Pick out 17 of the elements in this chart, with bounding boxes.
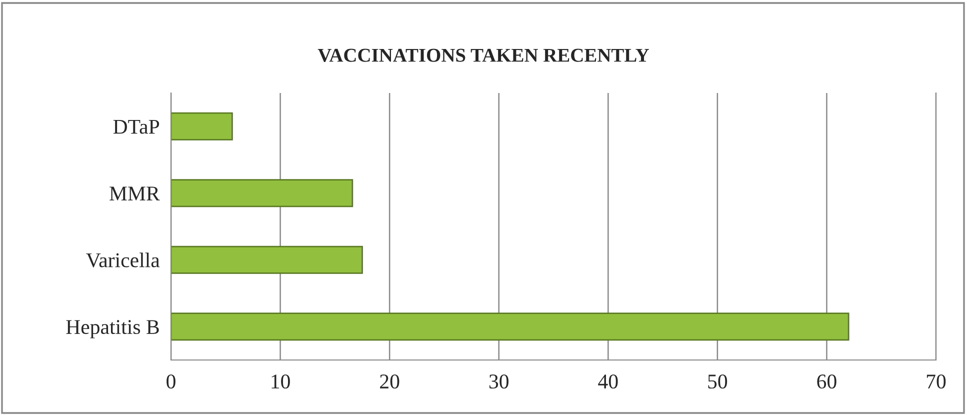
bar xyxy=(171,179,354,208)
bar xyxy=(171,312,850,341)
y-tick-label: Hepatitis B xyxy=(66,320,159,338)
x-tick-label: 70 xyxy=(926,374,946,389)
x-tick-label: 30 xyxy=(489,374,508,389)
chart-title: VACCINATIONS TAKEN RECENTLY xyxy=(318,48,650,62)
x-tick-label: 0 xyxy=(166,374,176,389)
x-tick-label: 60 xyxy=(817,374,836,389)
x-tick-label: 40 xyxy=(598,374,618,389)
y-tick-label: MMR xyxy=(110,186,160,200)
bar xyxy=(171,246,363,274)
y-tick-label: Varicella xyxy=(86,252,160,268)
x-tick-label: 10 xyxy=(272,374,290,389)
x-tick-label: 20 xyxy=(380,374,400,389)
bar xyxy=(171,112,233,140)
x-tick-label: 50 xyxy=(708,374,728,389)
y-tick-label: DTaP xyxy=(113,120,160,134)
